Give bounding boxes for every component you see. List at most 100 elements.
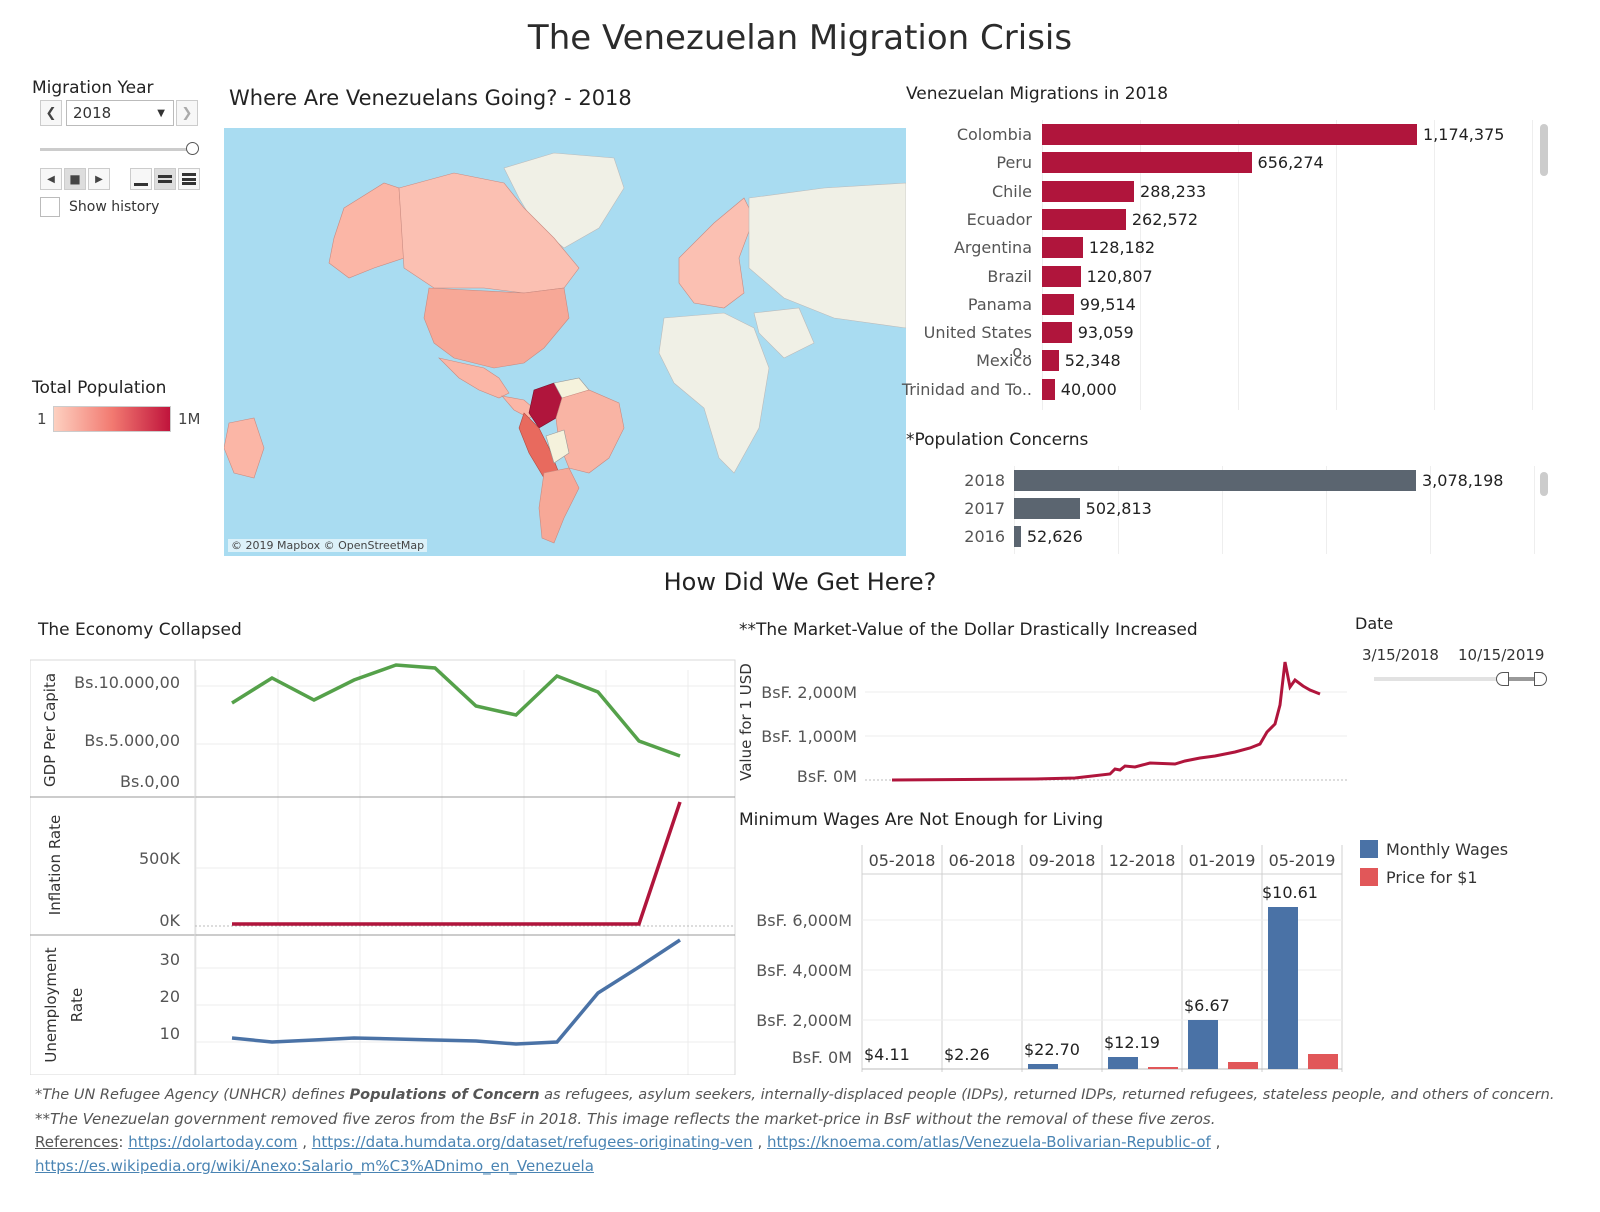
year-select-value: 2018 xyxy=(73,104,112,122)
stop-button[interactable]: ■ xyxy=(64,168,86,190)
greenland-shape xyxy=(503,152,625,249)
legend-label-price: Price for $1 xyxy=(1386,868,1478,887)
year-slider-handle[interactable] xyxy=(186,142,199,155)
bar[interactable] xyxy=(1042,237,1083,259)
unemployment-line xyxy=(231,938,681,1046)
bar-label: Trinidad and To.. xyxy=(901,379,1032,399)
world-map[interactable]: © 2019 Mapbox © OpenStreetMap xyxy=(224,128,906,556)
bar[interactable] xyxy=(1014,470,1416,491)
wages-chart-title: Minimum Wages Are Not Enough for Living xyxy=(739,810,1104,830)
bar-label: Ecuador xyxy=(966,209,1032,229)
bar[interactable] xyxy=(1042,208,1126,230)
legend-gradient xyxy=(53,406,171,432)
concerns-chart-title: *Population Concerns xyxy=(906,430,1089,450)
year-slider-track[interactable] xyxy=(40,148,190,151)
dollar-tick-0m: BsF. 0M xyxy=(797,767,857,786)
speed-slow-icon xyxy=(134,182,148,186)
gridline xyxy=(1430,466,1431,554)
bar[interactable] xyxy=(1042,293,1074,315)
europe-shape xyxy=(678,197,755,309)
gdp-tick-5000: Bs.5.000,00 xyxy=(84,731,180,750)
date-end[interactable]: 10/15/2019 xyxy=(1458,646,1545,664)
alaska-shape xyxy=(328,182,405,279)
bar[interactable] xyxy=(1042,322,1072,344)
chevron-right-icon: ❯ xyxy=(181,105,193,121)
wages-col-06-2018: 06-2018 xyxy=(949,851,1016,870)
bar[interactable] xyxy=(1042,180,1135,202)
bar-label: Colombia xyxy=(956,125,1032,144)
wages-tick-2000m: BsF. 2,000M xyxy=(756,1011,852,1030)
bar[interactable] xyxy=(1042,152,1252,174)
unemployment-tick-10: 10 xyxy=(160,1024,180,1043)
speed-medium-icon xyxy=(158,175,172,183)
bar[interactable] xyxy=(1014,526,1021,547)
reference-link-humdata[interactable]: https://data.humdata.org/dataset/refugee… xyxy=(311,1133,753,1151)
wages-value-12-2018: $12.19 xyxy=(1104,1033,1160,1052)
migrations-scrollbar[interactable] xyxy=(1540,124,1548,176)
usa-shape xyxy=(423,287,570,369)
southern-cone-shape xyxy=(538,467,580,544)
show-history-label: Show history xyxy=(69,199,160,215)
gridline xyxy=(1140,120,1141,410)
date-start[interactable]: 3/15/2018 xyxy=(1362,646,1439,664)
bar-value: 128,182 xyxy=(1088,238,1156,258)
bar[interactable] xyxy=(1042,265,1081,287)
wages-col-05-2019: 05-2019 xyxy=(1269,851,1336,870)
gridline xyxy=(1532,120,1533,410)
gridline xyxy=(1238,120,1239,410)
bar-label: Panama xyxy=(967,294,1032,314)
next-year-button[interactable]: ❯ xyxy=(176,100,198,126)
gdp-tick-10000: Bs.10.000,00 xyxy=(74,673,180,692)
bar[interactable] xyxy=(1042,378,1055,400)
date-slider-track[interactable] xyxy=(1374,677,1544,681)
reference-link-wikipedia[interactable]: https://es.wikipedia.org/wiki/Anexo:Sala… xyxy=(35,1157,594,1175)
step-back-button[interactable]: ◀ xyxy=(40,168,62,190)
wages-bar-09-2018 xyxy=(1028,1064,1058,1069)
dollar-tick-2000m: BsF. 2,000M xyxy=(761,683,857,702)
reference-link-dolartoday[interactable]: https://dolartoday.com xyxy=(128,1133,298,1151)
chevron-down-icon: ▼ xyxy=(157,107,165,119)
migrations-chart-title: Venezuelan Migrations in 2018 xyxy=(906,84,1169,104)
inflation-line xyxy=(232,801,682,926)
wages-value-05-2018: $4.11 xyxy=(864,1045,910,1064)
show-history-checkbox[interactable] xyxy=(40,197,60,217)
concerns-scrollbar[interactable] xyxy=(1540,472,1548,496)
bar-label: 2017 xyxy=(964,499,1005,518)
gridline xyxy=(1534,466,1535,554)
gdp-line xyxy=(231,663,681,758)
bar-value: 120,807 xyxy=(1086,266,1153,286)
year-select[interactable]: 2018 ▼ xyxy=(66,100,174,126)
speed-fast-button[interactable] xyxy=(178,168,200,190)
bar-value: 52,626 xyxy=(1026,527,1083,546)
speed-medium-button[interactable] xyxy=(154,168,176,190)
dashboard-title: The Venezuelan Migration Crisis xyxy=(527,18,1073,58)
bar-label: Mexico xyxy=(976,351,1032,371)
date-slider-end-handle[interactable] xyxy=(1534,672,1547,686)
brazil-shape xyxy=(555,389,625,474)
legend-title: Total Population xyxy=(32,378,167,398)
date-slider-start-handle[interactable] xyxy=(1496,672,1509,686)
bar-label: Argentina xyxy=(953,238,1032,258)
bar-value: 93,059 xyxy=(1077,323,1134,343)
wages-col-09-2018: 09-2018 xyxy=(1029,851,1096,870)
map-attribution: © 2019 Mapbox © OpenStreetMap xyxy=(228,539,428,552)
mig-chart-grid xyxy=(1042,120,1533,410)
bar[interactable] xyxy=(1042,350,1059,372)
play-button[interactable]: ▶ xyxy=(88,168,110,190)
dollar-y-axis-label: Value for 1 USD xyxy=(737,663,755,781)
wages-column-dividers xyxy=(861,845,1343,1072)
economy-chart: GDP Per Capita Inflation Rate Unemployme… xyxy=(30,659,736,1075)
wages-value-06-2018: $2.26 xyxy=(944,1045,990,1064)
bar[interactable] xyxy=(1014,498,1080,519)
gridline xyxy=(1326,466,1327,554)
speed-slow-button[interactable] xyxy=(130,168,152,190)
reference-link-knoema[interactable]: https://knoema.com/atlas/Venezuela-Boliv… xyxy=(766,1133,1211,1151)
bar[interactable] xyxy=(1042,124,1417,145)
bar-value: 40,000 xyxy=(1060,379,1117,399)
wages-value-09-2018: $22.70 xyxy=(1024,1040,1080,1059)
economy-frame xyxy=(30,659,736,1075)
prev-year-button[interactable]: ❮ xyxy=(40,100,62,126)
references-line: References: https://dolartoday.com , htt… xyxy=(35,1133,1221,1151)
bar-value: 1,174,375 xyxy=(1423,125,1505,144)
footnote-1-suffix: as refugees, asylum seekers, internally-… xyxy=(539,1087,1555,1103)
